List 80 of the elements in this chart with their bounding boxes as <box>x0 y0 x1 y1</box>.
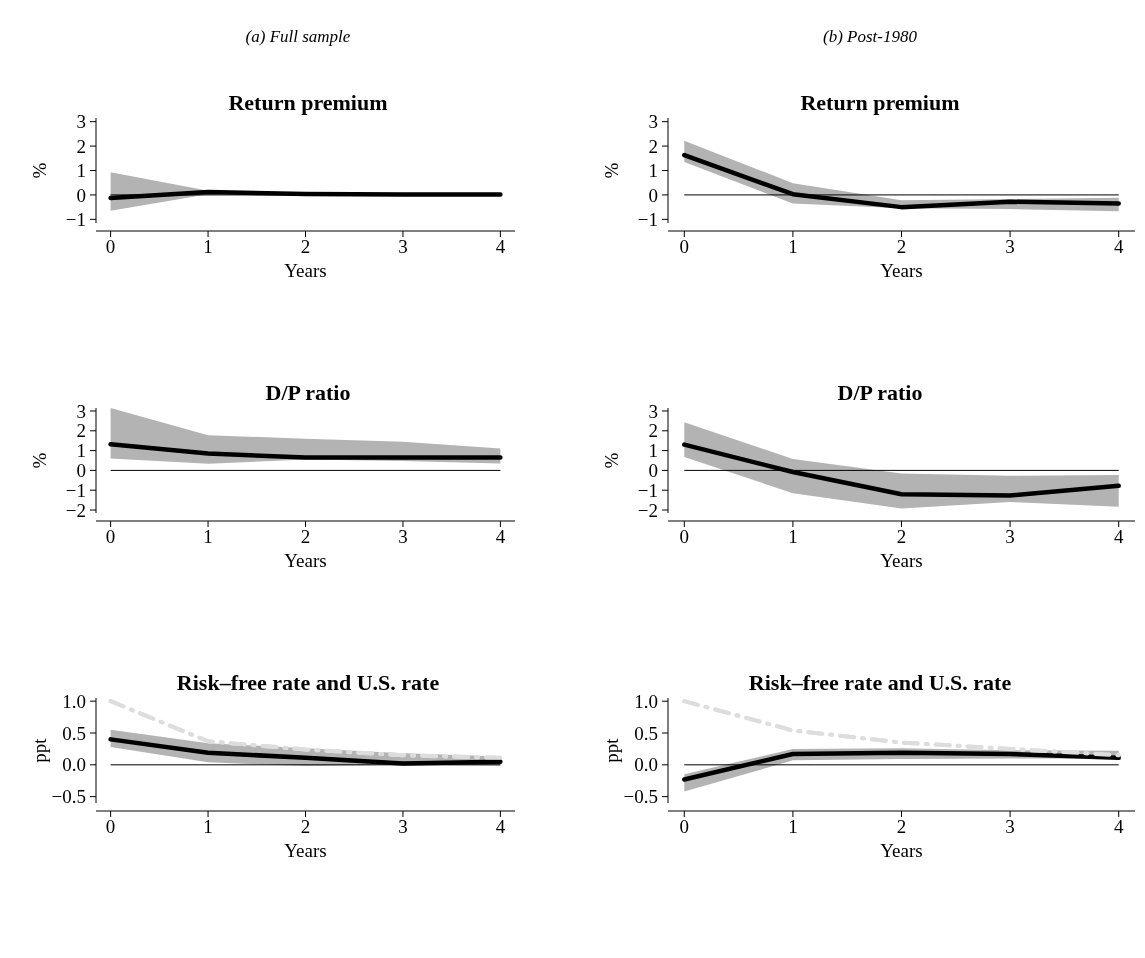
y-tick-label: −0.5 <box>623 786 658 808</box>
y-tick-label: 0 <box>648 184 658 206</box>
y-tick-label: 2 <box>76 135 86 157</box>
x-axis-title: Years <box>284 260 327 281</box>
x-tick-label: 3 <box>1005 236 1015 257</box>
x-tick-label: 2 <box>896 236 907 257</box>
x-tick-label: 3 <box>1005 816 1015 837</box>
y-tick-label: −2 <box>637 499 658 521</box>
y-tick-label: 0 <box>76 184 86 206</box>
x-tick-label: 2 <box>896 526 907 547</box>
y-tick-label: 1 <box>648 160 658 182</box>
x-tick-label: 4 <box>495 236 506 257</box>
x-axis-title: Years <box>880 840 923 861</box>
x-tick-label: 4 <box>495 526 506 547</box>
y-tick-label: 0 <box>76 460 86 482</box>
x-tick-label: 3 <box>1005 526 1015 547</box>
y-tick-label: 3 <box>648 400 658 422</box>
y-tick-label: 3 <box>648 111 658 133</box>
x-tick-label: 2 <box>300 816 311 837</box>
x-tick-label: 0 <box>105 816 116 837</box>
y-tick-label: −1 <box>637 208 658 230</box>
y-axis-title: % <box>601 162 622 179</box>
x-tick-label: 3 <box>398 526 408 547</box>
y-tick-label: 3 <box>76 111 86 133</box>
x-tick-label: 3 <box>398 816 408 837</box>
chart-title: Return premium <box>228 90 388 115</box>
x-tick-label: 1 <box>203 236 213 257</box>
y-tick-label: 0.0 <box>634 754 658 776</box>
x-axis-title: Years <box>284 550 327 571</box>
x-tick-label: 1 <box>788 816 798 837</box>
y-tick-label: −1 <box>65 479 86 501</box>
y-tick-label: 1 <box>648 440 658 462</box>
text: (a) Full sample <box>245 27 351 46</box>
y-tick-label: −1 <box>65 208 86 230</box>
y-tick-label: 0.5 <box>62 722 86 744</box>
y-tick-label: 2 <box>648 135 658 157</box>
y-axis-title: % <box>29 452 50 469</box>
chart-title: Return premium <box>800 90 960 115</box>
y-tick-label: 0.5 <box>634 722 658 744</box>
x-tick-label: 1 <box>788 526 798 547</box>
y-tick-label: −2 <box>65 499 86 521</box>
y-tick-label: 3 <box>76 400 86 422</box>
y-tick-label: 0 <box>648 460 658 482</box>
x-tick-label: 3 <box>398 236 408 257</box>
x-tick-label: 1 <box>203 526 213 547</box>
x-tick-label: 4 <box>495 816 506 837</box>
y-axis-title: ppt <box>29 737 50 763</box>
x-axis-title: Years <box>880 260 923 281</box>
x-tick-label: 0 <box>679 816 690 837</box>
y-tick-label: −1 <box>637 479 658 501</box>
y-axis-title: ppt <box>601 737 622 763</box>
y-tick-label: 2 <box>648 420 658 442</box>
chart-title: Risk–free rate and U.S. rate <box>176 670 440 695</box>
x-tick-label: 0 <box>105 236 116 257</box>
y-tick-label: 0.0 <box>62 754 86 776</box>
x-tick-label: 1 <box>203 816 213 837</box>
x-tick-label: 2 <box>896 816 907 837</box>
text: (b) Post-1980 <box>823 27 918 46</box>
x-tick-label: 4 <box>1113 236 1124 257</box>
x-tick-label: 2 <box>300 236 311 257</box>
y-axis-title: % <box>601 452 622 469</box>
y-tick-label: −0.5 <box>51 786 86 808</box>
x-tick-label: 2 <box>300 526 311 547</box>
chart-title: Risk–free rate and U.S. rate <box>748 670 1012 695</box>
y-tick-label: 1 <box>76 160 86 182</box>
x-tick-label: 0 <box>679 526 690 547</box>
y-tick-label: 2 <box>76 420 86 442</box>
y-axis-title: % <box>29 162 50 179</box>
chart-title: D/P ratio <box>265 380 351 405</box>
chart-title: D/P ratio <box>837 380 923 405</box>
x-tick-label: 1 <box>788 236 798 257</box>
y-tick-label: 1.0 <box>62 690 86 712</box>
x-axis-title: Years <box>284 840 327 861</box>
y-tick-label: 1.0 <box>634 690 658 712</box>
x-tick-label: 0 <box>105 526 116 547</box>
x-axis-title: Years <box>880 550 923 571</box>
x-tick-label: 4 <box>1113 526 1124 547</box>
x-tick-label: 0 <box>679 236 690 257</box>
y-tick-label: 1 <box>76 440 86 462</box>
x-tick-label: 4 <box>1113 816 1124 837</box>
